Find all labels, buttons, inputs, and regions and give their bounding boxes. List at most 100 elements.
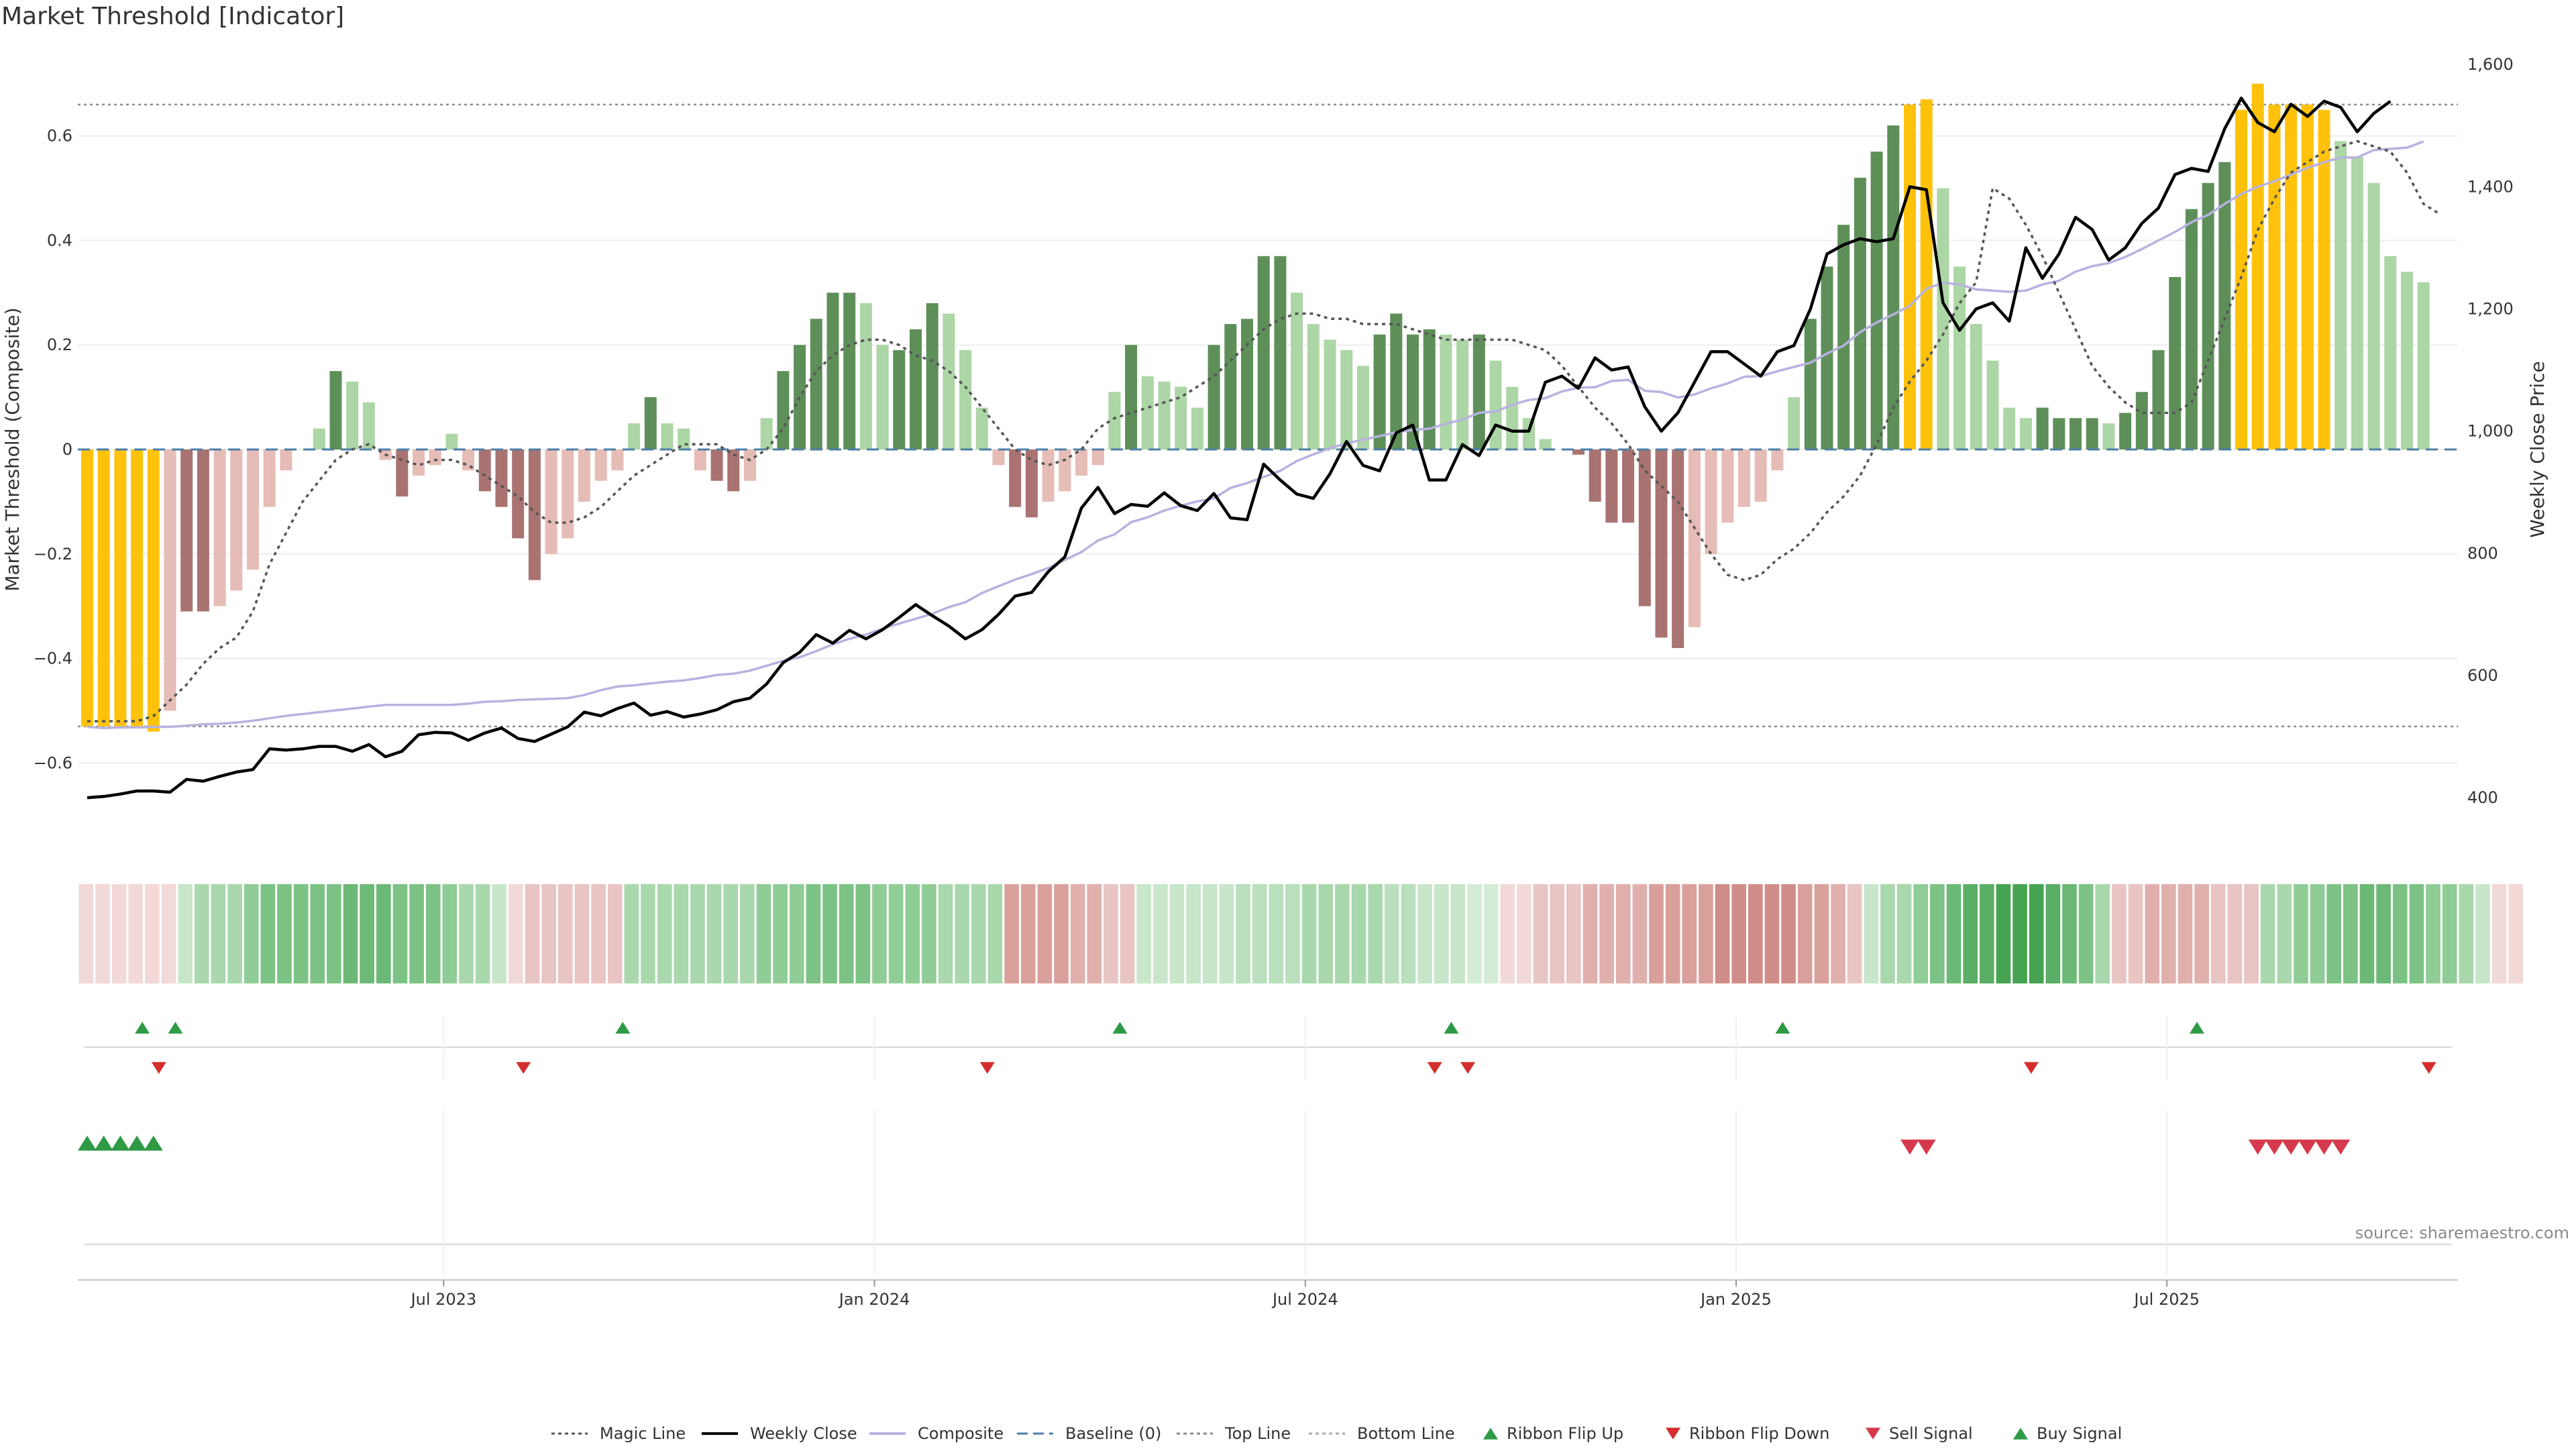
ribbon-cell bbox=[293, 884, 309, 983]
composite-bar bbox=[1572, 449, 1585, 455]
composite-bar bbox=[1175, 386, 1187, 449]
ribbon-cell bbox=[1996, 884, 2011, 983]
ribbon-cell bbox=[360, 884, 374, 983]
composite-bar bbox=[1937, 188, 1949, 449]
ribbon-cell bbox=[1335, 884, 1350, 983]
ribbon-cell bbox=[1797, 884, 1813, 983]
composite-bar bbox=[230, 449, 243, 591]
ribbon-cell bbox=[872, 884, 887, 983]
ribbon-cell bbox=[1500, 884, 1515, 983]
legend-label: Baseline (0) bbox=[1065, 1424, 1161, 1443]
chart-title: Market Threshold [Indicator] bbox=[1, 3, 345, 30]
ribbon-cell bbox=[1169, 884, 1185, 983]
buy-signal-marker bbox=[111, 1135, 130, 1151]
ribbon-cell bbox=[591, 884, 606, 983]
legend: Magic Line Weekly Close Composite Baseline … bbox=[551, 1424, 2122, 1443]
composite-bar bbox=[1837, 225, 1850, 449]
ribbon-cell bbox=[1020, 884, 1036, 983]
ribbon-cell bbox=[922, 884, 936, 983]
composite-bar bbox=[213, 449, 226, 606]
ribbon-cell bbox=[822, 884, 837, 983]
y-left-tick-label: −0.6 bbox=[34, 753, 72, 772]
composite-bar bbox=[2202, 182, 2214, 449]
composite-bar bbox=[1407, 334, 1419, 449]
x-tick-label: Jul 2025 bbox=[2133, 1290, 2200, 1309]
buy-signal-marker bbox=[144, 1135, 163, 1151]
composite-bar bbox=[2185, 209, 2198, 449]
ribbon-cell bbox=[2244, 884, 2259, 983]
ribbon-cell bbox=[1004, 884, 1019, 983]
legend-label: Magic Line bbox=[600, 1424, 686, 1443]
composite-bar bbox=[1920, 99, 1933, 449]
composite-bar bbox=[2251, 83, 2264, 450]
y-right-tick-label: 1,200 bbox=[2467, 300, 2514, 319]
ribbon-cell bbox=[111, 884, 127, 983]
ribbon-cell bbox=[1517, 884, 1532, 983]
composite-bar bbox=[1870, 152, 1883, 449]
ribbon-cell bbox=[1285, 884, 1300, 983]
ribbon-cell bbox=[1599, 884, 1614, 983]
ribbon-cell bbox=[1401, 884, 1416, 983]
composite-bar bbox=[2285, 104, 2298, 450]
composite-bar bbox=[810, 319, 822, 449]
composite-bar bbox=[1622, 449, 1635, 523]
composite-bar bbox=[727, 449, 740, 492]
composite-bar bbox=[859, 303, 872, 449]
composite-bar bbox=[1854, 177, 1866, 449]
legend-item: Magic Line bbox=[551, 1424, 686, 1443]
ribbon-cell bbox=[1814, 884, 1829, 983]
ribbon-cell bbox=[2359, 884, 2375, 983]
composite-bar bbox=[1208, 345, 1220, 449]
composite-bar bbox=[1953, 266, 1966, 449]
composite-bar bbox=[1821, 266, 1833, 449]
composite-bar bbox=[1191, 407, 1203, 449]
ribbon-cell bbox=[2227, 884, 2243, 983]
sell-signal-marker bbox=[1900, 1139, 1919, 1155]
y-left-tick-label: 0.4 bbox=[47, 231, 72, 250]
ribbon-cell bbox=[2112, 884, 2127, 983]
composite-bar bbox=[2417, 282, 2430, 449]
composite-bar bbox=[1887, 125, 1900, 450]
ribbon-cell bbox=[211, 884, 226, 983]
ribbon-cell bbox=[558, 884, 573, 983]
composite-bar bbox=[478, 449, 491, 492]
y-right-tick-label: 400 bbox=[2467, 788, 2498, 807]
ribbon-cell bbox=[1649, 884, 1664, 983]
ribbon-cell bbox=[409, 884, 424, 983]
ribbon-cell bbox=[674, 884, 689, 983]
composite-bar bbox=[263, 449, 276, 507]
ribbon-cell bbox=[574, 884, 590, 983]
ribbon-cell bbox=[2029, 884, 2044, 983]
y-left-tick-label: −0.2 bbox=[34, 545, 72, 564]
ribbon-cell bbox=[541, 884, 557, 983]
ribbon-cell bbox=[2128, 884, 2143, 983]
legend-item: Bottom Line bbox=[1309, 1424, 1455, 1443]
composite-bar bbox=[2367, 182, 2380, 449]
composite-bar bbox=[329, 371, 342, 449]
ribbon-cell bbox=[2442, 884, 2457, 983]
legend-item: Composite bbox=[869, 1424, 1004, 1443]
composite-bar bbox=[1655, 449, 1668, 638]
ribbon-flip-down-marker bbox=[2421, 1062, 2436, 1074]
composite-bar bbox=[2334, 141, 2347, 449]
ribbon-cell bbox=[1632, 884, 1648, 983]
composite-bar bbox=[1754, 449, 1767, 502]
legend-item: Buy Signal bbox=[2013, 1424, 2122, 1443]
composite-bar bbox=[1091, 449, 1104, 466]
ribbon-cell bbox=[1665, 884, 1680, 983]
composite-bar bbox=[131, 449, 144, 727]
ribbon-flip-down-marker bbox=[979, 1062, 995, 1074]
ribbon-cell bbox=[128, 884, 144, 983]
legend-label: Sell Signal bbox=[1889, 1424, 1973, 1443]
composite-bar bbox=[2351, 156, 2363, 449]
composite-bar bbox=[578, 449, 590, 502]
composite-bar bbox=[594, 449, 607, 481]
ribbon-cell bbox=[1120, 884, 1135, 983]
composite-bar bbox=[2053, 418, 2065, 449]
ribbon-cell bbox=[1219, 884, 1234, 983]
composite-bar bbox=[1638, 449, 1651, 606]
y-left-axis-title: Market Threshold (Composite) bbox=[1, 307, 23, 591]
x-tick-label: Jul 2023 bbox=[410, 1290, 477, 1309]
ribbon-cell bbox=[855, 884, 871, 983]
composite-bar bbox=[661, 423, 674, 449]
